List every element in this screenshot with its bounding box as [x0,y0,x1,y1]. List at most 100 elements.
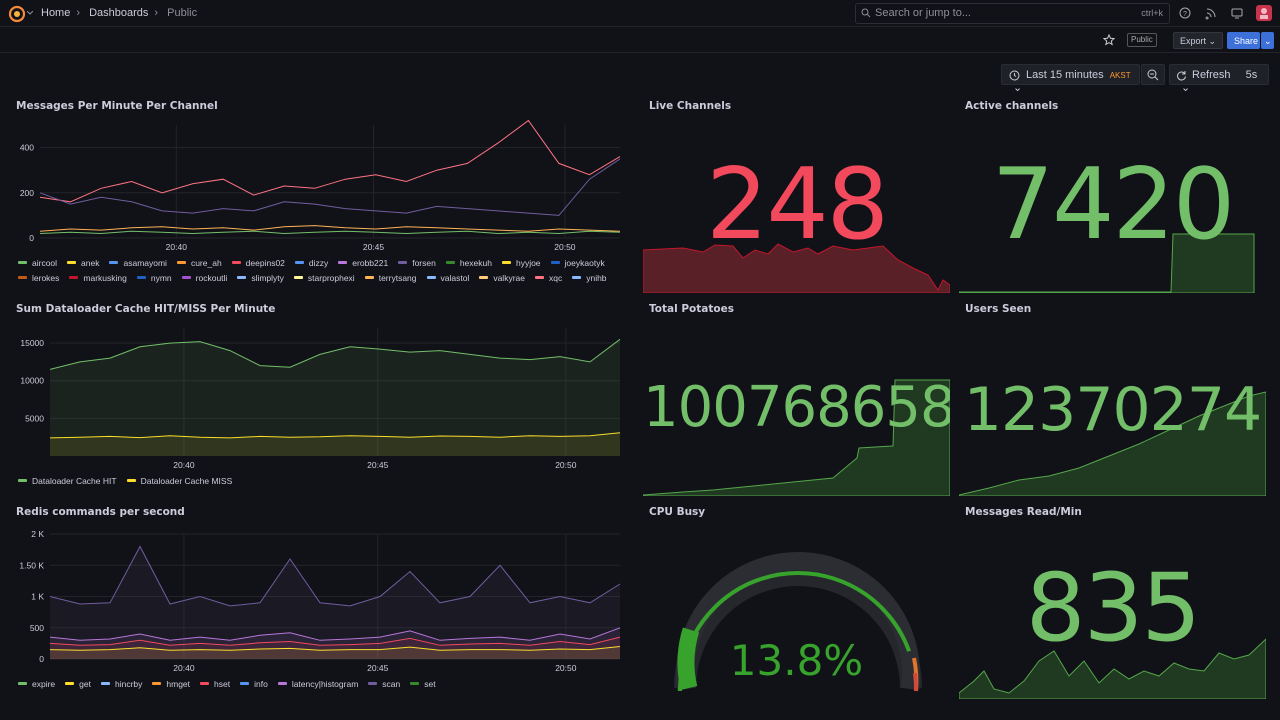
panel-dataloader-cache: Sum Dataloader Cache HIT/MISS Per Minute… [10,303,630,493]
legend-label: set [424,678,436,689]
help-icon[interactable]: ? [1178,6,1192,20]
legend-item[interactable]: hset [200,676,230,691]
top-bar: Home › Dashboards › Public Search or jump … [0,0,1280,27]
grafana-logo-icon[interactable] [8,5,26,23]
chevron-down-icon[interactable] [27,11,33,15]
export-label: Export [1180,36,1207,46]
breadcrumb: Home › Dashboards › Public [41,7,201,19]
legend-item[interactable]: Dataloader Cache HIT [18,473,117,488]
legend-swatch [572,276,582,279]
news-feed-icon[interactable] [1204,6,1218,20]
legend-item[interactable]: set [410,676,436,691]
share-button[interactable]: Share [1227,32,1260,49]
legend-item[interactable]: lerokes [18,270,59,285]
y-tick-label: 0 [39,654,44,664]
legend-swatch [181,276,191,279]
refresh-button[interactable]: Refresh 5s ⌄ [1169,64,1269,94]
breadcrumb-home[interactable]: Home [41,7,71,19]
time-range-picker[interactable]: Last 15 minutes AKST ⌄ [1001,64,1140,94]
legend-item[interactable]: terrytsang [364,270,417,285]
legend-item[interactable]: deepins02 [231,255,285,270]
refresh-label: Refresh [1192,69,1231,81]
panel-total-potatoes: Total Potatoes 1007686581 [643,303,950,496]
legend-label: erobb221 [352,257,389,268]
series-area [50,637,620,659]
legend-item[interactable]: anek [67,255,99,270]
messages-read-sparkline [959,638,1266,699]
legend-item[interactable]: slimplyty [237,270,284,285]
legend-item[interactable]: get [65,676,91,691]
star-icon[interactable] [1103,34,1115,46]
legend-label: Dataloader Cache HIT [32,475,117,486]
users-seen-sparkline [959,391,1266,496]
panel-title: Users Seen [965,303,1032,315]
series-line [49,545,621,607]
kiosk-mode-icon[interactable] [1230,6,1244,20]
total-potatoes-value: 1007686581 [643,375,950,440]
redis-chart[interactable]: 0 500 1 K 1.50 K 2 K 20:40 20:45 20:50 [10,526,630,676]
legend-item[interactable]: Dataloader Cache MISS [126,473,233,488]
legend-swatch [501,261,511,264]
export-button[interactable]: Export ⌄ [1173,32,1224,49]
dashboard-toolbar [0,28,1280,53]
total-potatoes-sparkline [643,379,950,496]
legend-item[interactable]: latency|histogram [277,676,358,691]
x-tick-label: 20:40 [173,663,195,673]
legend-item[interactable]: hmget [152,676,190,691]
legend-item[interactable]: hincrby [100,676,143,691]
x-tick-label: 20:45 [367,460,389,470]
legend-item[interactable]: xqc [534,270,562,285]
legend-item[interactable]: aircool [18,255,57,270]
y-tick-label: 10000 [20,376,44,386]
legend-item[interactable]: nymn [136,270,172,285]
legend-item[interactable]: starprophexi [293,270,355,285]
legend-item[interactable]: valkyrae [479,270,525,285]
series-line [39,225,621,232]
legend-label: anek [81,257,100,268]
legend-item[interactable]: hexekuh [445,255,492,270]
legend-label: hset [214,678,231,689]
legend-label: Dataloader Cache MISS [140,475,233,486]
legend-swatch [534,276,544,279]
legend-item[interactable]: joeykaotyk [550,255,605,270]
zoom-out-button[interactable] [1141,64,1165,85]
active-channels-value: 7420 [991,148,1235,262]
legend-item[interactable]: dizzy [294,255,328,270]
x-tick-label: 20:45 [367,663,389,673]
legend-item[interactable]: asamayomi [109,255,167,270]
panel-cpu-busy: CPU Busy 13.8% [643,506,950,699]
breadcrumb-dashboards[interactable]: Dashboards [89,7,149,19]
legend-item[interactable]: erobb221 [338,255,388,270]
panel-users-seen: Users Seen 12370274 [959,303,1266,496]
svg-text:?: ? [1183,11,1187,18]
series-line [49,338,621,370]
series-area [50,339,620,456]
legend-item[interactable]: ynihb [572,270,607,285]
legend-swatch [364,276,374,279]
legend-item[interactable]: info [240,676,268,691]
legend-label: get [79,678,91,689]
legend-item[interactable]: scan [368,676,400,691]
legend-swatch [18,479,27,482]
messages-chart[interactable]: 0 200 400 20:40 20:45 20:50 [10,120,630,255]
legend-item[interactable]: markusking [69,270,127,285]
legend-swatch [398,261,408,264]
search-input[interactable]: Search or jump to... ctrl+k [855,3,1170,24]
legend-swatch [126,479,136,482]
legend-item[interactable]: rockoutli [181,270,227,285]
legend-swatch [368,682,378,685]
legend-item[interactable]: valastol [426,270,469,285]
series-line [39,230,621,235]
legend-item[interactable]: expire [18,676,55,691]
user-avatar[interactable] [1256,5,1272,21]
legend-swatch [426,276,436,279]
legend-item[interactable]: hyyjoe [501,255,541,270]
legend-item[interactable]: cure_ah [176,255,222,270]
legend-item[interactable]: forsen [398,255,436,270]
share-menu-button[interactable]: ⌄ [1261,32,1274,49]
dataloader-chart[interactable]: 5000 10000 15000 20:40 20:45 20:50 [10,323,630,473]
legend-label: hmget [166,678,191,689]
chevron-right-icon: › [154,7,159,19]
series-line [39,120,621,203]
legend-label: hincrby [114,678,143,689]
